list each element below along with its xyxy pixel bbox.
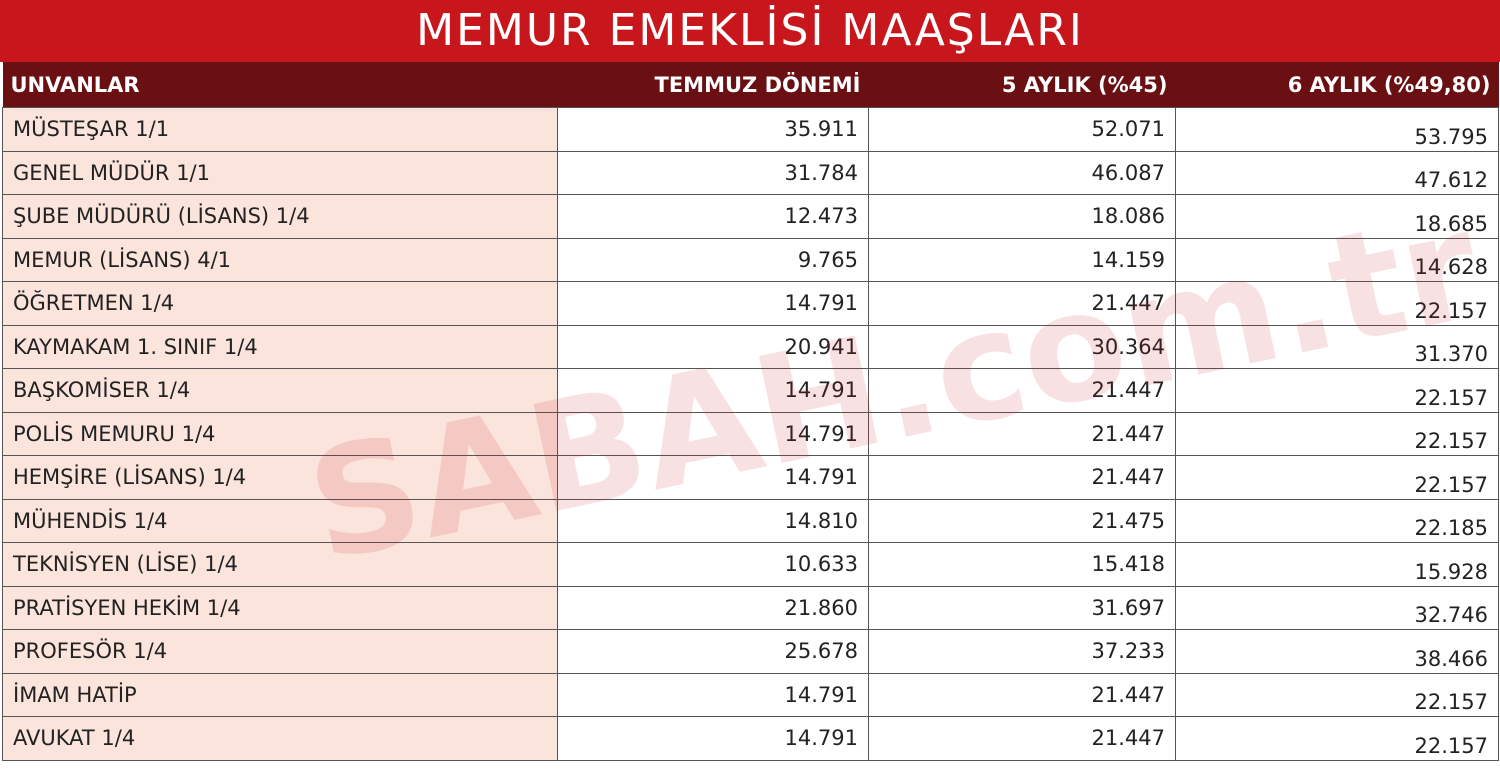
salary-cell: 31.784 [557,150,869,195]
salary-cell: 22.157 [1175,716,1499,761]
table-row: GENEL MÜDÜR 1/1 31.784 46.087 47.612 [2,150,1499,195]
salary-cell: 31.370 [1175,324,1499,369]
salary-cell: 37.233 [868,629,1176,674]
salary-cell: 22.157 [1175,411,1499,456]
salary-cell: 38.466 [1175,629,1499,674]
title-cell: PROFESÖR 1/4 [2,629,558,674]
salary-cell: 21.447 [868,411,1176,456]
title-cell: POLİS MEMURU 1/4 [2,411,558,456]
salary-cell: 46.087 [868,150,1176,195]
salary-cell: 14.791 [557,672,869,717]
header-cell: 5 AYLIK (%45) [868,62,1176,108]
salary-cell: 52.071 [868,107,1176,152]
salary-cell: 14.791 [557,281,869,326]
table-row: TEKNİSYEN (LİSE) 1/4 10.633 15.418 15.928 [2,542,1499,587]
salary-cell: 18.685 [1175,194,1499,239]
salary-cell: 12.473 [557,194,869,239]
header-row: UNVANLAR TEMMUZ DÖNEMİ 5 AYLIK (%45) 6 A… [2,62,1499,108]
salary-cell: 25.678 [557,629,869,674]
salary-cell: 18.086 [868,194,1176,239]
salary-cell: 53.795 [1175,107,1499,152]
salary-cell: 15.928 [1175,542,1499,587]
salary-cell: 14.791 [557,368,869,413]
title-cell: MEMUR (LİSANS) 4/1 [2,237,558,282]
salary-cell: 14.791 [557,716,869,761]
title-cell: PRATİSYEN HEKİM 1/4 [2,585,558,630]
salary-cell: 14.791 [557,411,869,456]
header-cell: TEMMUZ DÖNEMİ [557,62,869,108]
table-header: UNVANLAR TEMMUZ DÖNEMİ 5 AYLIK (%45) 6 A… [2,62,1499,108]
title-cell: AVUKAT 1/4 [2,716,558,761]
title-cell: İMAM HATİP [2,672,558,717]
title-cell: BAŞKOMİSER 1/4 [2,368,558,413]
table-row: MÜSTEŞAR 1/1 35.911 52.071 53.795 [2,107,1499,152]
salary-cell: 22.185 [1175,498,1499,543]
salary-cell: 47.612 [1175,150,1499,195]
salary-cell: 21.475 [868,498,1176,543]
table-row: İMAM HATİP 14.791 21.447 22.157 [2,672,1499,717]
salary-cell: 22.157 [1175,672,1499,717]
salary-cell: 22.157 [1175,455,1499,500]
salary-cell: 31.697 [868,585,1176,630]
salary-cell: 30.364 [868,324,1176,369]
salary-cell: 10.633 [557,542,869,587]
table-row: BAŞKOMİSER 1/4 14.791 21.447 22.157 [2,368,1499,413]
title-cell: TEKNİSYEN (LİSE) 1/4 [2,542,558,587]
table-row: AVUKAT 1/4 14.791 21.447 22.157 [2,716,1499,761]
title-cell: HEMŞİRE (LİSANS) 1/4 [2,455,558,500]
salary-cell: 14.159 [868,237,1176,282]
salary-cell: 21.447 [868,281,1176,326]
salary-cell: 21.447 [868,455,1176,500]
salary-cell: 22.157 [1175,368,1499,413]
title-cell: KAYMAKAM 1. SINIF 1/4 [2,324,558,369]
salary-cell: 20.941 [557,324,869,369]
salary-table: UNVANLAR TEMMUZ DÖNEMİ 5 AYLIK (%45) 6 A… [2,62,1499,761]
table-row: PROFESÖR 1/4 25.678 37.233 38.466 [2,629,1499,674]
salary-cell: 14.791 [557,455,869,500]
table-row: KAYMAKAM 1. SINIF 1/4 20.941 30.364 31.370 [2,324,1499,369]
salary-cell: 32.746 [1175,585,1499,630]
salary-cell: 9.765 [557,237,869,282]
title-cell: MÜSTEŞAR 1/1 [2,107,558,152]
table-row: MÜHENDİS 1/4 14.810 21.475 22.185 [2,498,1499,543]
table-row: ŞUBE MÜDÜRÜ (LİSANS) 1/4 12.473 18.086 18.6… [2,194,1499,239]
title-cell: MÜHENDİS 1/4 [2,498,558,543]
header-cell: UNVANLAR [2,62,558,108]
title-cell: ŞUBE MÜDÜRÜ (LİSANS) 1/4 [2,194,558,239]
salary-cell: 14.810 [557,498,869,543]
salary-cell: 22.157 [1175,281,1499,326]
table-row: HEMŞİRE (LİSANS) 1/4 14.791 21.447 22.157 [2,455,1499,500]
header-cell: 6 AYLIK (%49,80) [1175,62,1499,108]
title-cell: GENEL MÜDÜR 1/1 [2,150,558,195]
title-cell: ÖĞRETMEN 1/4 [2,281,558,326]
table-row: POLİS MEMURU 1/4 14.791 21.447 22.157 [2,411,1499,456]
table-row: PRATİSYEN HEKİM 1/4 21.860 31.697 32.746 [2,585,1499,630]
table-row: ÖĞRETMEN 1/4 14.791 21.447 22.157 [2,281,1499,326]
table-body: MÜSTEŞAR 1/1 35.911 52.071 53.795 GENEL MÜDÜ… [2,107,1499,761]
salary-cell: 35.911 [557,107,869,152]
salary-cell: 21.447 [868,368,1176,413]
salary-cell: 21.447 [868,716,1176,761]
salary-cell: 21.447 [868,672,1176,717]
salary-cell: 21.860 [557,585,869,630]
salary-cell: 15.418 [868,542,1176,587]
table-row: MEMUR (LİSANS) 4/1 9.765 14.159 14.628 [2,237,1499,282]
table-title: MEMUR EMEKLİSİ MAAŞLARI [0,0,1500,62]
salary-cell: 14.628 [1175,237,1499,282]
